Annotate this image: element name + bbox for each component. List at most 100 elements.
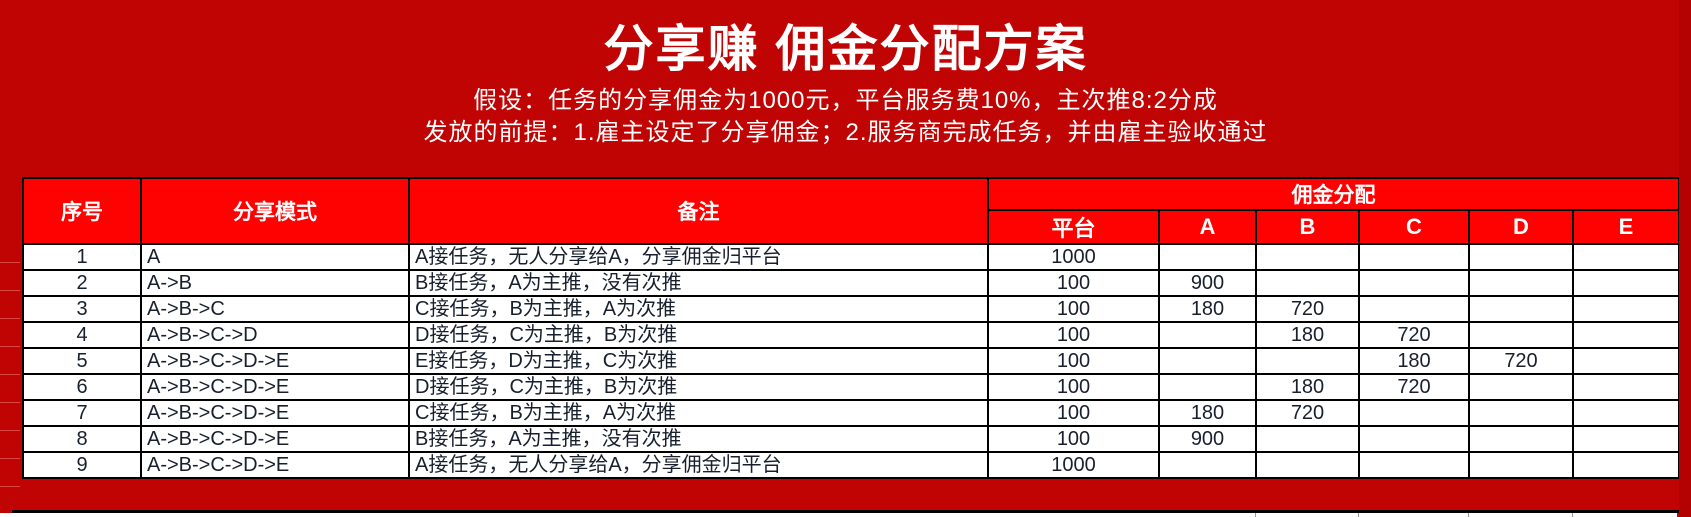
cell-index: 3 <box>22 295 142 323</box>
cell-index: 7 <box>22 399 142 427</box>
cell-a: 180 <box>1158 399 1257 427</box>
cell-mode: A->B->C->D->E <box>140 347 410 375</box>
cell-mode: A->B <box>140 269 410 297</box>
table-row: 3 A->B->C C接任务，B为主推，A为次推 100 180 720 <box>22 295 1681 323</box>
cell-c: 720 <box>1358 321 1470 349</box>
cell-e <box>1571 399 1681 427</box>
cell-index: 9 <box>22 451 142 479</box>
cell-c <box>1358 295 1470 323</box>
cell-index: 6 <box>22 373 142 401</box>
cell-d <box>1468 243 1574 271</box>
page-header: 分享赚 佣金分配方案 假设：任务的分享佣金为1000元，平台服务费10%，主次推… <box>0 0 1691 148</box>
cell-mode: A->B->C->D->E <box>140 399 410 427</box>
table-row: 2 A->B B接任务，A为主推，没有次推 100 900 <box>22 269 1681 297</box>
header-sub-e: E <box>1571 209 1681 245</box>
cell-e <box>1571 321 1681 349</box>
cell-a: 900 <box>1158 425 1257 453</box>
cell-d <box>1468 451 1574 479</box>
cell-c <box>1358 269 1470 297</box>
cell-c <box>1358 451 1470 479</box>
left-margin-gridlines <box>0 235 20 513</box>
cell-note: B接任务，A为主推，没有次推 <box>408 425 989 453</box>
cell-a <box>1158 243 1257 271</box>
cell-mode: A->B->C->D <box>140 321 410 349</box>
cell-a <box>1158 373 1257 401</box>
cell-platform: 100 <box>987 347 1160 375</box>
cell-e <box>1571 425 1681 453</box>
cell-a: 180 <box>1158 295 1257 323</box>
commission-table: 序号 分享模式 备注 佣金分配 平台 A B C D E 1 A A接任务，无人分享… <box>22 177 1681 479</box>
cell-index: 5 <box>22 347 142 375</box>
cell-mode: A->B->C->D->E <box>140 373 410 401</box>
cell-platform: 100 <box>987 295 1160 323</box>
cell-a <box>1158 451 1257 479</box>
gridline-tick <box>1468 513 1469 517</box>
header-index: 序号 <box>22 177 142 245</box>
cell-e <box>1571 347 1681 375</box>
cell-platform: 1000 <box>987 451 1160 479</box>
cell-b <box>1255 347 1360 375</box>
header-sub-platform: 平台 <box>987 209 1160 245</box>
table-row: 5 A->B->C->D->E E接任务，D为主推，C为次推 100 180 720 <box>22 347 1681 375</box>
cell-note: E接任务，D为主推，C为次推 <box>408 347 989 375</box>
cell-mode: A <box>140 243 410 271</box>
cell-b: 180 <box>1255 373 1360 401</box>
cell-b <box>1255 451 1360 479</box>
cell-d <box>1468 295 1574 323</box>
cell-b: 720 <box>1255 399 1360 427</box>
cell-e <box>1571 373 1681 401</box>
table-row: 7 A->B->C->D->E C接任务，B为主推，A为次推 100 180 720 <box>22 399 1681 427</box>
header-mode: 分享模式 <box>140 177 410 245</box>
header-commission-group: 佣金分配 <box>986 177 1681 211</box>
cell-platform: 100 <box>987 321 1160 349</box>
table-row: 6 A->B->C->D->E D接任务，C为主推，B为次推 100 180 720 <box>22 373 1681 401</box>
gridline-tick <box>1358 513 1359 517</box>
cell-c: 720 <box>1358 373 1470 401</box>
table-body: 1 A A接任务，无人分享给A，分享佣金归平台 1000 2 A->B B接任务，A为主推，… <box>22 243 1681 479</box>
cell-e <box>1571 269 1681 297</box>
cell-index: 4 <box>22 321 142 349</box>
cell-d <box>1468 425 1574 453</box>
cell-c <box>1358 243 1470 271</box>
cell-d <box>1468 399 1574 427</box>
cell-index: 2 <box>22 269 142 297</box>
cell-mode: A->B->C->D->E <box>140 451 410 479</box>
right-edge-band <box>1679 0 1691 517</box>
cell-note: C接任务，B为主推，A为次推 <box>408 399 989 427</box>
cell-note: A接任务，无人分享给A，分享佣金归平台 <box>408 451 989 479</box>
cell-b <box>1255 243 1360 271</box>
subtitle-line-2: 发放的前提：1.雇主设定了分享佣金；2.服务商完成任务，并由雇主验收通过 <box>423 119 1268 146</box>
cell-platform: 100 <box>987 269 1160 297</box>
table-row: 8 A->B->C->D->E B接任务，A为主推，没有次推 100 900 <box>22 425 1681 453</box>
cell-mode: A->B->C <box>140 295 410 323</box>
cell-b <box>1255 269 1360 297</box>
cell-platform: 100 <box>987 399 1160 427</box>
cell-a: 900 <box>1158 269 1257 297</box>
header-sub-b: B <box>1255 209 1360 245</box>
cell-e <box>1571 243 1681 271</box>
cell-b: 180 <box>1255 321 1360 349</box>
gridline-tick <box>1255 513 1256 517</box>
cell-e <box>1571 451 1681 479</box>
cell-c: 180 <box>1358 347 1470 375</box>
bottom-divider-line <box>12 510 1679 513</box>
cell-note: B接任务，A为主推，没有次推 <box>408 269 989 297</box>
cell-platform: 1000 <box>987 243 1160 271</box>
table-row: 4 A->B->C->D D接任务，C为主推，B为次推 100 180 720 <box>22 321 1681 349</box>
cell-b: 720 <box>1255 295 1360 323</box>
header-sub-c: C <box>1358 209 1470 245</box>
cell-c <box>1358 425 1470 453</box>
bottom-white-strip <box>0 513 1677 517</box>
cell-platform: 100 <box>987 425 1160 453</box>
cell-platform: 100 <box>987 373 1160 401</box>
cell-note: D接任务，C为主推，B为次推 <box>408 373 989 401</box>
cell-note: A接任务，无人分享给A，分享佣金归平台 <box>408 243 989 271</box>
cell-d <box>1468 321 1574 349</box>
cell-mode: A->B->C->D->E <box>140 425 410 453</box>
header-sub-a: A <box>1158 209 1257 245</box>
subtitle-line-1: 假设：任务的分享佣金为1000元，平台服务费10%，主次推8:2分成 <box>473 87 1218 114</box>
page-title: 分享赚 佣金分配方案 <box>603 21 1088 77</box>
header-note: 备注 <box>408 177 989 245</box>
table-row: 9 A->B->C->D->E A接任务，无人分享给A，分享佣金归平台 1000 <box>22 451 1681 479</box>
cell-b <box>1255 425 1360 453</box>
